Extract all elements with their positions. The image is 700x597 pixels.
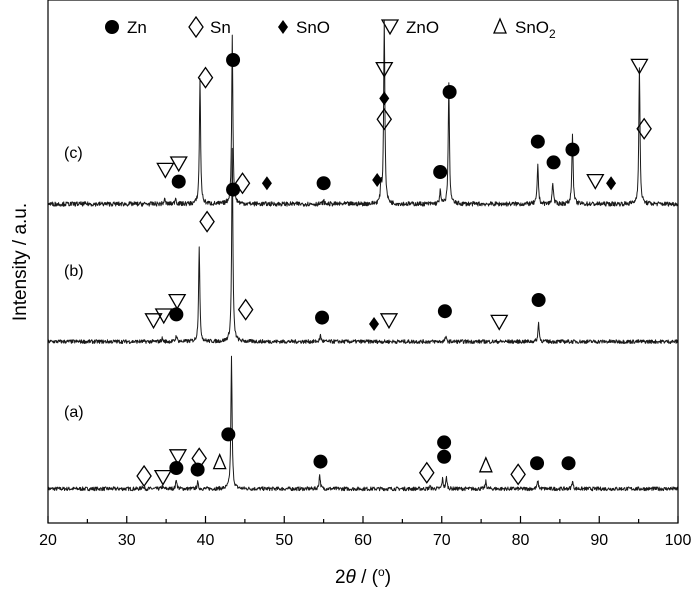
sn-peak-marker-34 xyxy=(234,172,251,195)
sno2-peak-marker-6 xyxy=(212,452,227,470)
y-axis-label: Intensity / a.u. xyxy=(10,203,31,321)
sn-peak-marker-0 xyxy=(136,464,152,488)
pattern-label-c: (c) xyxy=(64,145,83,162)
zno-peak-marker-27 xyxy=(490,314,509,331)
zno-peak-marker-19 xyxy=(168,293,187,310)
pattern-label-b: (b) xyxy=(64,263,84,280)
x-tick-label-0: 20 xyxy=(39,532,57,549)
x-axis-label: 2θ / (o) xyxy=(335,565,391,588)
sno-marker-icon xyxy=(278,20,288,34)
zn-peak-marker-43 xyxy=(530,134,545,149)
zn-peak-marker-26 xyxy=(437,304,452,319)
legend-item-sn: Sn xyxy=(188,15,231,39)
zn-peak-marker-28 xyxy=(531,293,546,307)
sno2-peak-marker-12 xyxy=(478,456,493,473)
sn-peak-marker-13 xyxy=(510,463,526,486)
sno-peak-marker-39 xyxy=(379,91,390,106)
sn-peak-marker-5 xyxy=(191,447,207,470)
sn-marker-icon xyxy=(188,15,204,39)
zn-peak-marker-15 xyxy=(561,456,576,471)
zn-peak-marker-42 xyxy=(442,85,457,99)
x-tick-label-6: 80 xyxy=(512,532,530,549)
x-tick-label-8: 100 xyxy=(665,532,692,549)
legend: Zn Sn SnO ZnO SnO2 xyxy=(105,15,556,41)
legend-label-zn: Zn xyxy=(127,18,147,37)
zn-peak-marker-41 xyxy=(433,165,448,179)
pattern-traces xyxy=(47,20,679,492)
x-tick-label-7: 90 xyxy=(590,532,608,549)
sn-peak-marker-20 xyxy=(199,210,215,233)
zno-peak-marker-46 xyxy=(586,173,605,190)
zn-peak-marker-31 xyxy=(171,174,186,189)
sn-peak-marker-49 xyxy=(636,117,652,140)
zn-marker-icon xyxy=(105,20,119,34)
zno-peak-marker-25 xyxy=(379,313,399,330)
phase-markers xyxy=(136,53,652,488)
sno-peak-marker-47 xyxy=(606,176,617,191)
sno-peak-marker-37 xyxy=(372,173,383,187)
zno-peak-marker-17 xyxy=(154,308,173,325)
sno-peak-marker-24 xyxy=(369,317,380,331)
legend-item-zno: ZnO xyxy=(380,18,439,37)
sno-peak-marker-35 xyxy=(261,176,272,191)
zn-peak-marker-36 xyxy=(316,176,331,191)
zno-peak-marker-3 xyxy=(168,449,188,466)
zn-peak-marker-11 xyxy=(437,435,452,450)
zn-peak-marker-44 xyxy=(546,155,561,170)
zn-peak-marker-7 xyxy=(221,427,236,442)
x-tick-label-3: 50 xyxy=(275,532,293,549)
zno-peak-marker-30 xyxy=(169,156,188,173)
x-tick-label-2: 40 xyxy=(197,532,215,549)
legend-item-sno: SnO xyxy=(278,18,330,37)
sn-peak-marker-38 xyxy=(376,108,393,131)
x-tick-label-5: 70 xyxy=(433,532,451,549)
zn-peak-marker-33 xyxy=(226,53,241,67)
zn-peak-marker-8 xyxy=(313,454,328,469)
zn-peak-marker-23 xyxy=(315,310,330,325)
pattern-trace-0 xyxy=(47,355,679,492)
zn-peak-marker-45 xyxy=(565,142,580,157)
pattern-label-a: (a) xyxy=(64,404,84,421)
zn-peak-marker-21 xyxy=(226,182,241,197)
zn-peak-marker-2 xyxy=(169,461,184,475)
zno-peak-marker-48 xyxy=(630,58,649,75)
zn-peak-marker-14 xyxy=(530,456,545,471)
zno-peak-marker-40 xyxy=(375,61,394,78)
zno-peak-marker-16 xyxy=(144,313,163,330)
plot-frame xyxy=(47,0,679,524)
sn-peak-marker-22 xyxy=(237,298,254,321)
sn-peak-marker-9 xyxy=(418,461,435,484)
sno2-marker-icon xyxy=(493,17,507,34)
sn-peak-marker-32 xyxy=(197,66,214,89)
zn-peak-marker-10 xyxy=(437,449,452,464)
legend-item-zn: Zn xyxy=(105,18,147,37)
zno-marker-icon xyxy=(380,19,400,36)
x-axis-ticks: 20 30 40 50 60 70 80 90 100 xyxy=(39,516,691,549)
legend-label-sno2: SnO2 xyxy=(515,18,556,41)
zno-peak-marker-29 xyxy=(156,162,175,179)
zn-peak-marker-18 xyxy=(169,307,184,322)
legend-item-sno2: SnO2 xyxy=(493,17,556,41)
pattern-trace-2 xyxy=(47,20,679,207)
legend-label-zno: ZnO xyxy=(406,18,439,37)
zno-peak-marker-1 xyxy=(153,469,173,486)
pattern-trace-1 xyxy=(47,147,679,345)
x-tick-label-4: 60 xyxy=(354,532,372,549)
x-tick-label-1: 30 xyxy=(118,532,136,549)
legend-label-sno: SnO xyxy=(296,18,330,37)
legend-label-sn: Sn xyxy=(210,18,231,37)
